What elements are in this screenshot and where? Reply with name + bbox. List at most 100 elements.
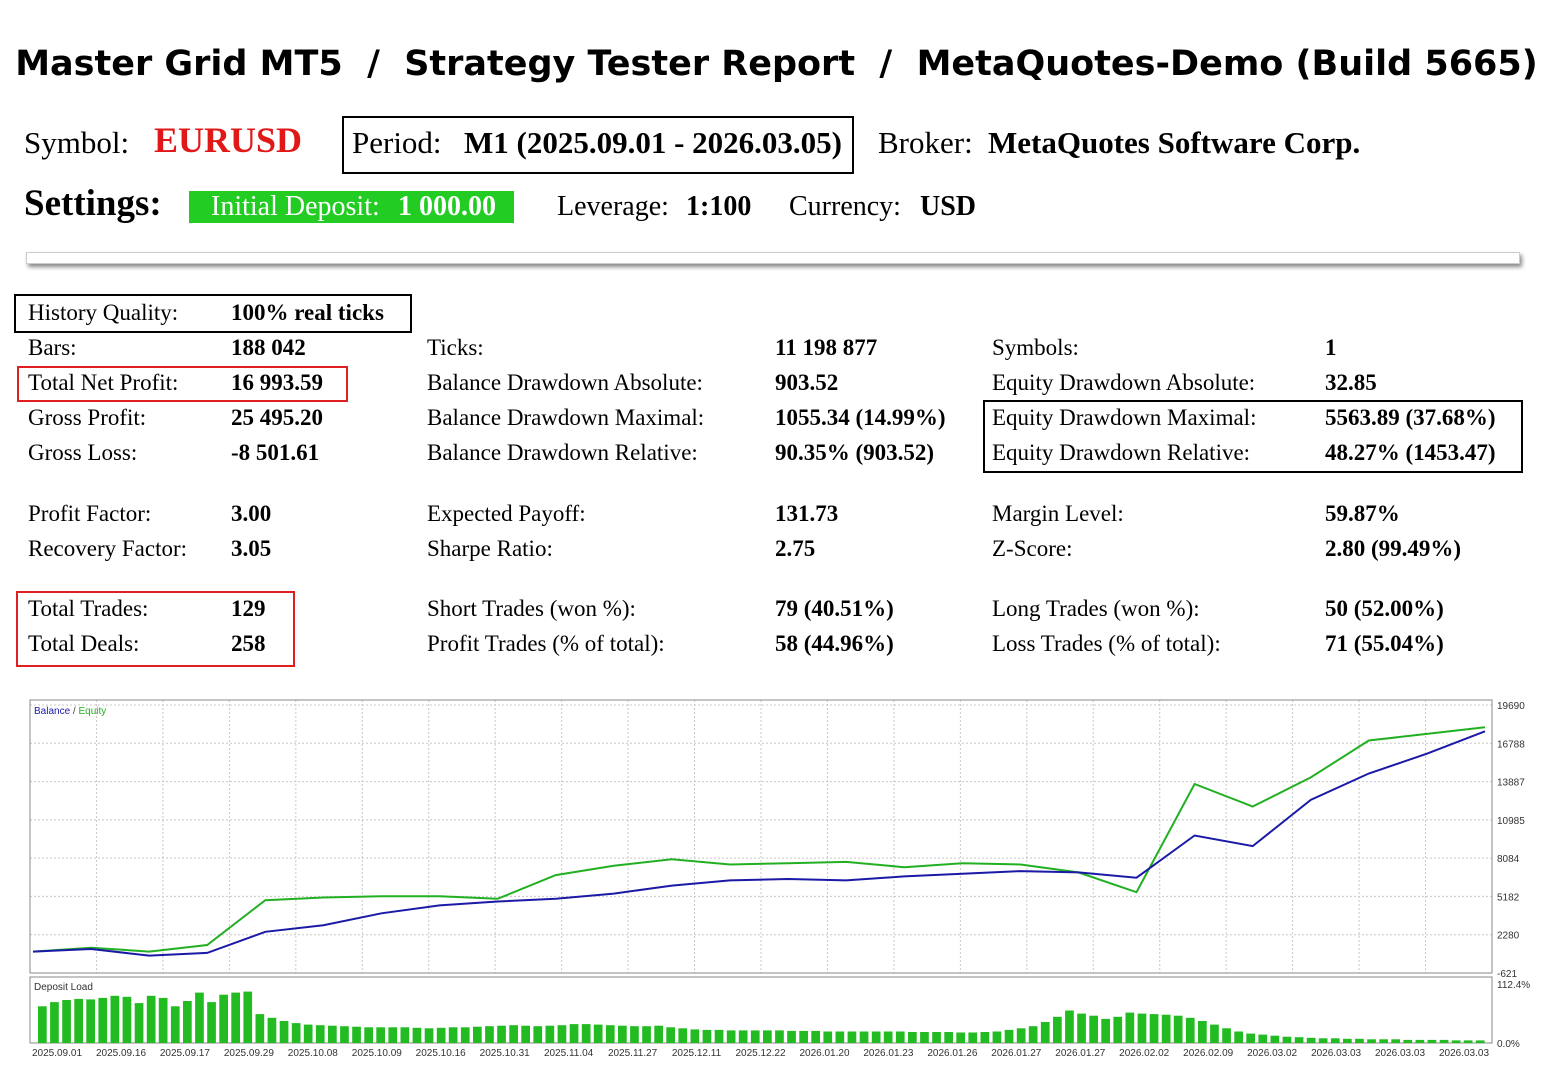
deposit-load-bar [1343,1038,1352,1043]
deposit-load-bar [170,1006,180,1043]
deposit-load-bars [38,991,1485,1043]
stat-label: Expected Payoff: [427,501,586,526]
deposit-load-bar [1053,1016,1062,1043]
stat-value: 59.87% [1325,501,1400,526]
deposit-load-bar [932,1032,941,1043]
x-tick-label: 2026.03.03 [1439,1048,1489,1059]
deposit-load-bar [1367,1039,1376,1043]
deposit-load-bar [1306,1037,1316,1043]
stat-label: Gross Loss: [28,440,138,465]
y-tick-label: -621 [1497,969,1517,980]
stat-value: 188 042 [231,335,306,360]
deposit-load-bar [243,991,253,1043]
deposit-load-bar [485,1026,494,1043]
deposit-load-bar [1451,1040,1461,1043]
deposit-load-bar [1427,1039,1437,1043]
deposit-load-bar [545,1025,555,1043]
deposit-load-bar [618,1025,627,1043]
deposit-load-bar [1113,1016,1123,1043]
deposit-load-bar [50,1002,59,1043]
y-tick-label: 19690 [1497,701,1525,712]
deposit-label: Initial Deposit: [211,191,380,222]
x-tick-label: 2025.10.31 [480,1048,530,1059]
deposit-load-bar [654,1025,663,1043]
y-tick-label: 13887 [1497,778,1525,789]
stat-value: -8 501.61 [231,440,320,465]
x-tick-label: 2026.01.27 [991,1048,1041,1059]
deposit-load-bar [763,1030,772,1043]
section-divider [26,252,1520,264]
stat-label: Sharpe Ratio: [427,536,553,561]
deposit-load-bar [183,1001,192,1043]
deposit-load-bar [1137,1013,1147,1043]
leverage-label: Leverage: [557,191,669,222]
currency-label: Currency: [789,191,901,222]
stat-label: Margin Level: [992,501,1124,526]
deposit-load-bar [1222,1028,1231,1043]
deposit-load-bar [980,1032,990,1043]
y-tick-label: 16788 [1497,739,1525,750]
deposit-load-bar [340,1026,349,1043]
x-tick-label: 2025.10.08 [288,1048,338,1059]
x-tick-label: 2025.10.09 [352,1048,402,1059]
y-tick-label: 8084 [1497,854,1520,865]
deposit-load-bar [593,1024,603,1043]
deposit-load-bar [569,1024,579,1043]
stat-label: Ticks: [427,335,484,360]
deposit-load-bar [1415,1039,1425,1043]
deposit-load-bar [509,1025,518,1043]
deposit-load-bar [895,1031,905,1043]
deposit-load-bar [62,1000,71,1043]
stat-label: Balance Drawdown Absolute: [427,370,703,395]
deposit-load-bar [920,1032,929,1043]
x-tick-label: 2025.09.16 [96,1048,146,1059]
deposit-load-bar [412,1027,422,1043]
deposit-load-bar [255,1014,265,1043]
broker-value: MetaQuotes Software Corp. [988,125,1361,160]
settings-title: Settings: [24,183,162,224]
deposit-load-bar [303,1024,313,1043]
deposit-load-bar [557,1025,567,1043]
deposit-load-bar [315,1025,325,1043]
deposit-load-bar [835,1031,845,1043]
stat-label: Z-Score: [992,536,1073,561]
deposit-load-bar [630,1026,639,1043]
deposit-load-bar [1028,1026,1038,1043]
deposit-load-bar [944,1032,953,1043]
deposit-load-bar [279,1021,289,1043]
stat-value: 32.85 [1325,370,1377,395]
stat-label: Loss Trades (% of total): [992,631,1221,656]
deposit-load-bar [1101,1018,1110,1043]
equity-drawdown-box [983,400,1523,473]
stat-value: 131.73 [775,501,839,526]
history-quality-box [14,294,412,333]
x-tick-label: 2026.01.23 [863,1048,913,1059]
deposit-load-bar [460,1027,470,1043]
y-tick-label: 10985 [1497,816,1525,827]
stat-label: Recovery Factor: [28,536,188,561]
deposit-load-bar [992,1031,1002,1043]
deposit-load-bar [847,1031,857,1043]
deposit-load-bar [1439,1039,1449,1043]
y-tick-label: 112.4% [1497,980,1530,991]
x-tick-label: 2026.01.26 [927,1048,977,1059]
stat-label: History Quality: [28,300,179,325]
leverage-value: 1:100 [686,191,752,222]
symbol-label: Symbol: [24,125,130,160]
stat-value: 2.80 (99.49%) [1325,536,1462,561]
stat-value: 11 198 877 [775,335,878,360]
deposit-load-bar [714,1029,724,1043]
deposit-load-bar [364,1027,373,1043]
deposit-load-bar [956,1032,965,1043]
deposit-load-bar [1355,1038,1364,1043]
stat-value: 71 (55.04%) [1325,631,1444,656]
stat-value: 79 (40.51%) [775,596,894,621]
deposit-load-bar [497,1025,506,1043]
stat-label: Total Deals: [28,631,140,656]
currency-value: USD [920,191,977,222]
x-tick-label: 2026.03.03 [1311,1048,1361,1059]
deposit-load-bar [1318,1038,1328,1043]
period-box [342,116,854,174]
y-tick-label: 2280 [1497,931,1520,942]
